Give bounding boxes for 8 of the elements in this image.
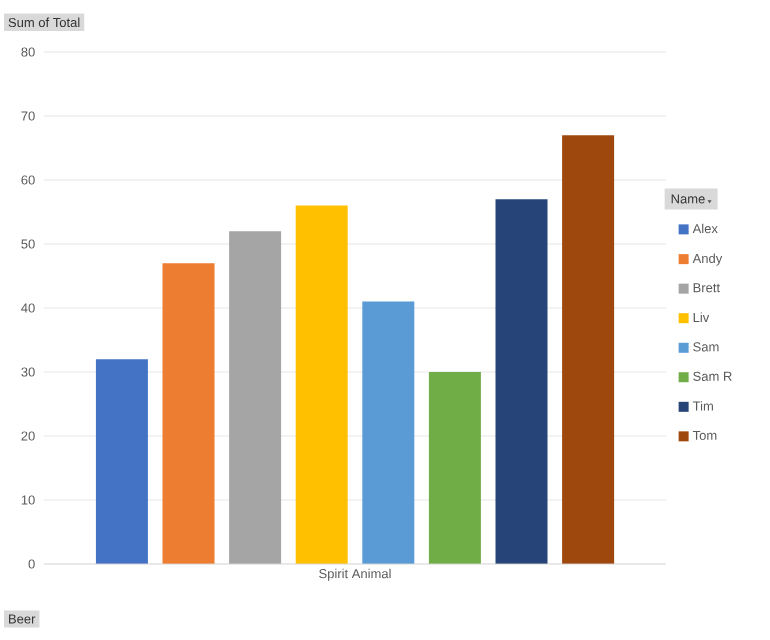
bar <box>428 371 481 564</box>
bar <box>95 359 148 564</box>
bar <box>362 301 415 564</box>
bar <box>562 135 615 564</box>
bar <box>295 205 348 564</box>
bar <box>162 263 215 564</box>
bar <box>229 231 282 564</box>
bar <box>495 199 548 564</box>
